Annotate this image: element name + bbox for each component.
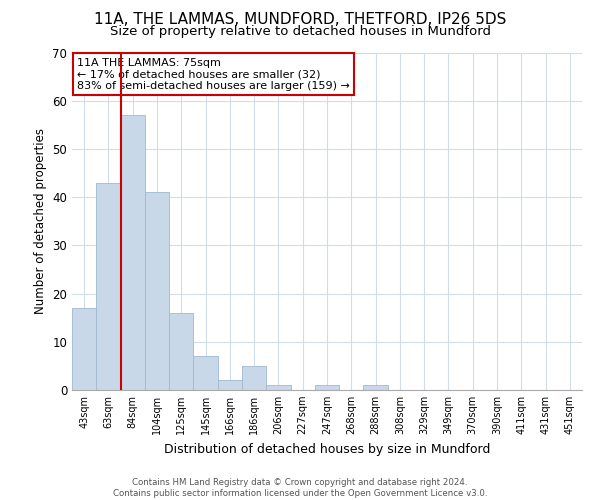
Bar (266, 385, 290, 390)
Text: 11A, THE LAMMAS, MUNDFORD, THETFORD, IP26 5DS: 11A, THE LAMMAS, MUNDFORD, THETFORD, IP2… (94, 12, 506, 28)
Text: 11A THE LAMMAS: 75sqm
← 17% of detached houses are smaller (32)
83% of semi-deta: 11A THE LAMMAS: 75sqm ← 17% of detached … (77, 58, 350, 91)
Bar (242, 366, 266, 390)
Y-axis label: Number of detached properties: Number of detached properties (34, 128, 47, 314)
Text: Size of property relative to detached houses in Mundford: Size of property relative to detached ho… (110, 25, 491, 38)
Bar (145, 192, 169, 390)
Bar (169, 313, 193, 390)
Bar (193, 356, 218, 390)
Bar (72, 308, 96, 390)
Bar (96, 182, 121, 390)
Bar (315, 385, 339, 390)
Bar (121, 115, 145, 390)
Bar (364, 385, 388, 390)
Text: Contains HM Land Registry data © Crown copyright and database right 2024.
Contai: Contains HM Land Registry data © Crown c… (113, 478, 487, 498)
Bar (218, 380, 242, 390)
X-axis label: Distribution of detached houses by size in Mundford: Distribution of detached houses by size … (164, 442, 490, 456)
